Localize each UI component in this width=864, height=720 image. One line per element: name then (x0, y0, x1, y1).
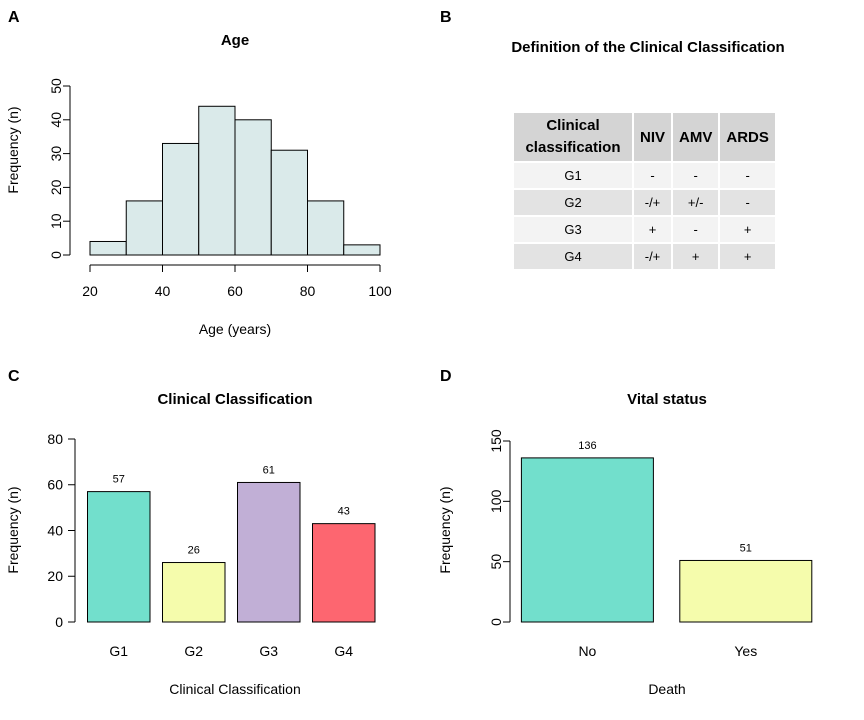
data-label: 136 (578, 440, 596, 452)
table-header-row: Clinical classification NIV AMV ARDS (514, 113, 775, 161)
table-cell: - (634, 163, 672, 188)
chart-c-title: Clinical Classification (157, 391, 312, 408)
chart-d-xlabel: Death (648, 681, 685, 697)
histogram-bar (162, 142, 200, 256)
chart-d-title: Vital status (627, 391, 707, 408)
panel-label-c: C (8, 368, 20, 385)
bar-g1 (87, 491, 151, 623)
x-tick-label: G1 (109, 643, 128, 659)
table-cell: -/+ (634, 244, 672, 269)
bar-g3 (237, 481, 301, 623)
x-tick-label: 20 (82, 283, 98, 299)
chart-a-ylabel: Frequency (n) (5, 106, 21, 193)
histogram-bar (307, 200, 345, 256)
chart-a-xlabel: Age (years) (199, 321, 271, 337)
y-tick-label: 50 (48, 78, 64, 94)
y-tick-label: 60 (47, 477, 63, 493)
table-cell: G3 (514, 217, 632, 242)
bar-yes (679, 559, 813, 623)
x-tick-label: Yes (734, 643, 757, 659)
table-header-clinical-classification: Clinical classification (514, 113, 632, 161)
table-cell: + (720, 217, 775, 242)
x-tick-label: G4 (334, 643, 353, 659)
y-tick-label: 30 (48, 146, 64, 162)
table-cell: +/- (673, 190, 719, 215)
x-tick-label: No (578, 643, 596, 659)
y-tick-label: 150 (488, 429, 504, 453)
table-cell: -/+ (634, 190, 672, 215)
x-tick-label: G3 (259, 643, 278, 659)
bar-g2 (162, 562, 226, 623)
table-cell: - (673, 163, 719, 188)
table-cell: + (673, 244, 719, 269)
y-tick-label: 40 (48, 112, 64, 128)
clinical-classification-table: Clinical classification NIV AMV ARDS G1 … (512, 111, 777, 271)
table-cell: - (720, 190, 775, 215)
age-histogram: 0 10 20 30 40 50 20 40 60 80 100 (48, 78, 392, 299)
y-tick-label: 0 (48, 251, 64, 259)
table-cell: - (720, 163, 775, 188)
chart-c-ylabel: Frequency (n) (5, 486, 21, 573)
y-tick-label: 100 (488, 489, 504, 513)
panel-label-d: D (440, 368, 452, 385)
y-tick-label: 40 (47, 522, 63, 538)
table-row: G1 - - - (514, 163, 775, 188)
y-tick-label: 20 (48, 179, 64, 195)
data-label: 43 (338, 506, 350, 518)
x-tick-label: 100 (368, 283, 392, 299)
y-tick-label: 0 (488, 618, 504, 626)
table-cell: G4 (514, 244, 632, 269)
histogram-bar (270, 149, 308, 256)
table-b-title: Definition of the Clinical Classificatio… (511, 39, 784, 56)
data-label: 51 (740, 542, 752, 554)
clinical-classification-bar-chart: 57 G1 26 G2 61 G3 43 G4 0 20 40 60 80 (47, 431, 376, 659)
histogram-bar (89, 240, 127, 256)
table-cell: G1 (514, 163, 632, 188)
table-cell: + (634, 217, 672, 242)
table-row: G4 -/+ + + (514, 244, 775, 269)
data-label: 26 (188, 545, 200, 557)
chart-d-ylabel: Frequency (n) (437, 486, 453, 573)
y-tick-label: 20 (47, 568, 63, 584)
histogram-bar (125, 200, 163, 256)
table-header-niv: NIV (634, 113, 672, 161)
histogram-bar (234, 119, 272, 256)
table-row: G3 + - + (514, 217, 775, 242)
y-tick-label: 50 (488, 554, 504, 570)
chart-a-title: Age (221, 32, 249, 49)
table-header-ards: ARDS (720, 113, 775, 161)
vital-status-bar-chart: 136 No 51 Yes 0 50 100 150 (488, 429, 813, 659)
table-row: G2 -/+ +/- - (514, 190, 775, 215)
data-label: 57 (113, 474, 125, 486)
x-tick-label: 80 (300, 283, 316, 299)
table-cell: G2 (514, 190, 632, 215)
x-tick-label: G2 (184, 643, 203, 659)
y-tick-label: 80 (47, 431, 63, 447)
bar-g4 (312, 523, 376, 623)
table-cell: - (673, 217, 719, 242)
bar-no (520, 457, 654, 623)
panel-label-b: B (440, 9, 452, 26)
panel-label-a: A (8, 9, 20, 26)
x-tick-label: 40 (155, 283, 171, 299)
histogram-bar (198, 105, 236, 256)
data-label: 61 (263, 464, 275, 476)
table-cell: + (720, 244, 775, 269)
histogram-bar (343, 244, 381, 256)
table-header-amv: AMV (673, 113, 719, 161)
chart-c-xlabel: Clinical Classification (169, 681, 301, 697)
x-tick-label: 60 (227, 283, 243, 299)
y-tick-label: 10 (48, 213, 64, 229)
y-tick-label: 0 (55, 614, 63, 630)
